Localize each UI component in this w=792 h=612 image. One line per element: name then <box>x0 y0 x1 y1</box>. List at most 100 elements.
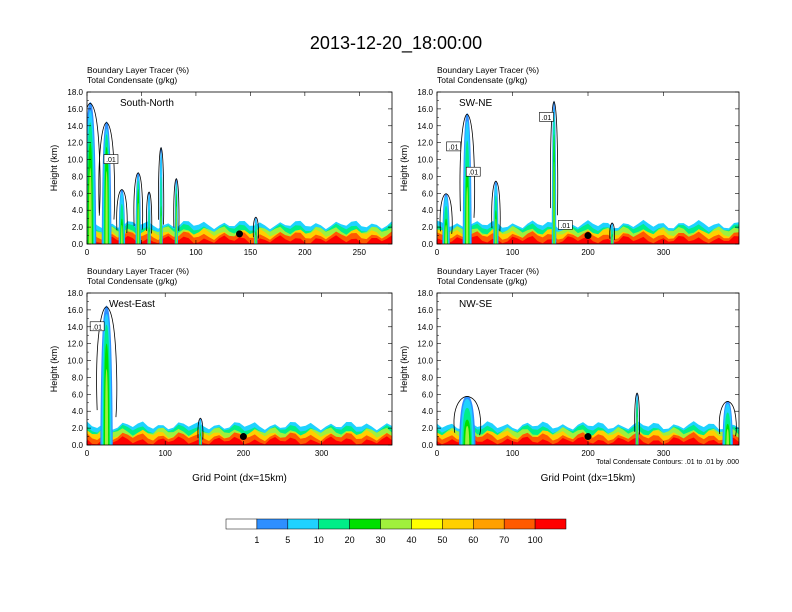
y-tick-label: 6.0 <box>72 390 84 399</box>
tracer-plume <box>175 206 177 244</box>
panels: .01 0.0 2.0 4.0 6.0 8.0 10.0 12.0 14.0 16.0 18.0 0 5… <box>49 65 740 484</box>
y-tick-label: 14.0 <box>67 323 83 332</box>
plot-area <box>437 100 739 244</box>
colorbar-label: 70 <box>499 535 509 545</box>
colorbar-label: 20 <box>345 535 355 545</box>
y-tick-label: 2.0 <box>72 424 84 433</box>
y-tick-label: 10.0 <box>67 357 83 366</box>
tracer-plume <box>255 234 257 244</box>
x-tick-label: 200 <box>581 449 595 458</box>
tracer-plume <box>137 202 139 244</box>
plot-area <box>87 305 392 445</box>
y-tick-label: 16.0 <box>417 105 433 114</box>
y-axis-label: Height (km) <box>49 145 59 192</box>
field-label: Boundary Layer Tracer (%) <box>437 266 539 276</box>
y-tick-label: 0.0 <box>72 240 84 249</box>
condensate-contour <box>116 189 128 234</box>
y-tick-label: 8.0 <box>72 373 84 382</box>
colorbar-label: 60 <box>468 535 478 545</box>
x-tick-label: 250 <box>353 248 367 257</box>
y-tick-label: 12.0 <box>417 139 433 148</box>
colorbar-swatch <box>287 518 319 530</box>
y-tick-label: 6.0 <box>422 390 434 399</box>
colorbar-swatch <box>318 518 350 530</box>
y-tick-label: 10.0 <box>67 156 83 165</box>
tracer-plume <box>200 435 201 445</box>
y-tick-label: 12.0 <box>67 139 83 148</box>
y-tick-label: 14.0 <box>67 122 83 131</box>
x-tick-label: 300 <box>315 449 329 458</box>
y-tick-label: 0.0 <box>422 441 434 450</box>
y-tick-label: 18.0 <box>67 289 83 298</box>
contour-annotation: Total Condensate Contours: .01 to .01 by… <box>596 459 739 466</box>
colorbar-swatch <box>442 518 474 530</box>
panel-sw-ne: .01 .01 .01 .01 0.0 2.0 4.0 6.0 8.0 10.0 12.0 14.0 1… <box>399 65 740 257</box>
y-tick-label: 18.0 <box>417 289 433 298</box>
colorbar-swatch <box>225 518 258 530</box>
x-tick-label: 0 <box>85 248 90 257</box>
field-label: Total Condensate (g/kg) <box>437 75 527 85</box>
colorbar-label: 100 <box>528 535 543 545</box>
field-label: Total Condensate (g/kg) <box>437 276 527 286</box>
boundary-layer-band <box>87 436 392 445</box>
cross-section-label: West-East <box>109 299 155 310</box>
boundary-layer-band <box>87 235 392 244</box>
condensate-contour <box>459 113 475 218</box>
y-tick-label: 4.0 <box>422 206 434 215</box>
x-tick-label: 200 <box>298 248 312 257</box>
x-tick-label: 150 <box>244 248 258 257</box>
colorbar: 1 5 10 20 30 40 50 60 70 100 <box>225 518 567 545</box>
y-tick-label: 8.0 <box>422 172 434 181</box>
y-tick-label: 18.0 <box>67 88 83 97</box>
x-axis-label: Grid Point (dx=15km) <box>541 473 636 484</box>
field-label: Total Condensate (g/kg) <box>87 276 177 286</box>
colorbar-swatch <box>256 518 289 530</box>
plot-area <box>87 102 392 244</box>
panel-west-east: .01 0.0 2.0 4.0 6.0 8.0 10.0 12.0 14.0 16.0 18.0 0 1… <box>49 266 393 484</box>
y-axis-label: Height (km) <box>399 145 409 192</box>
contour-label-box <box>465 166 481 177</box>
condensate-contour <box>158 147 165 225</box>
condensate-contour <box>87 103 101 216</box>
x-tick-label: 200 <box>581 248 595 257</box>
panel-south-north: .01 0.0 2.0 4.0 6.0 8.0 10.0 12.0 14.0 16.0 18.0 0 5… <box>49 65 393 257</box>
condensate-contour <box>550 101 559 216</box>
cross-section-label: South-North <box>120 98 174 109</box>
y-tick-label: 6.0 <box>72 189 84 198</box>
y-tick-label: 14.0 <box>417 122 433 131</box>
colorbar-label: 1 <box>254 535 259 545</box>
y-tick-label: 10.0 <box>417 156 433 165</box>
y-tick-label: 12.0 <box>417 340 433 349</box>
y-tick-label: 2.0 <box>422 424 434 433</box>
condensate-contour <box>634 392 640 435</box>
y-tick-label: 14.0 <box>417 323 433 332</box>
contour-label: .01 <box>106 157 116 164</box>
y-tick-label: 0.0 <box>72 441 84 450</box>
condensate-contour <box>96 306 118 418</box>
x-tick-label: 0 <box>435 248 440 257</box>
y-tick-label: 2.0 <box>72 223 84 232</box>
contour-label-box <box>89 321 105 332</box>
condensate-contour <box>133 172 144 230</box>
tracer-plume <box>636 416 638 445</box>
contour-label: .01 <box>468 170 478 177</box>
condensate-contour <box>98 122 115 220</box>
tracer-plume <box>495 218 497 244</box>
y-tick-label: 4.0 <box>72 206 84 215</box>
x-tick-label: 100 <box>506 449 520 458</box>
y-tick-label: 18.0 <box>417 88 433 97</box>
condensate-contour <box>718 401 737 437</box>
tracer-plume <box>445 225 448 244</box>
colorbar-swatch <box>349 518 381 530</box>
colorbar-swatch <box>473 518 505 530</box>
tracer-plume <box>105 171 108 244</box>
tracer-plume <box>104 369 109 445</box>
y-tick-label: 12.0 <box>67 340 83 349</box>
y-tick-label: 2.0 <box>422 223 434 232</box>
contour-label-box <box>446 141 461 152</box>
contour-label-box <box>103 154 119 164</box>
tracer-plume <box>611 236 613 244</box>
y-tick-label: 4.0 <box>72 407 84 416</box>
colorbar-label: 10 <box>314 535 324 545</box>
